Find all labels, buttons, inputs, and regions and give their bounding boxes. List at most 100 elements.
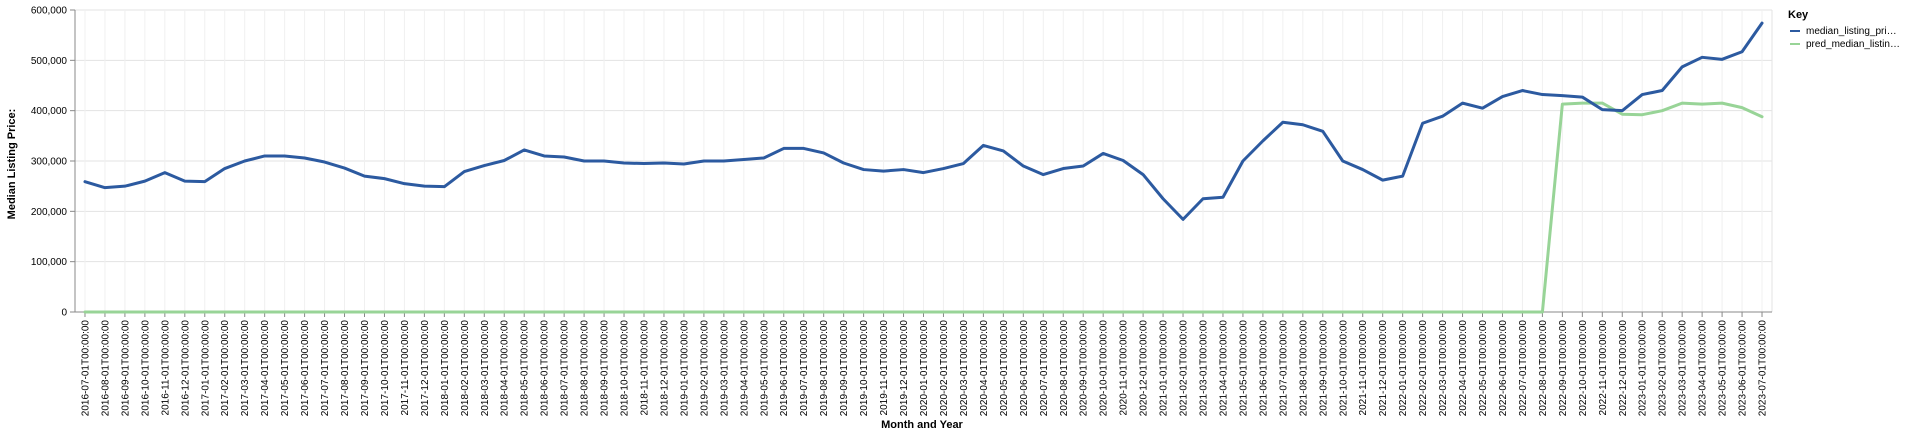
data-point-median-listing-price [1002,150,1005,152]
x-tick-label: 2022-07-01T00:00:00 [1518,320,1529,417]
data-point-median-listing-price [623,162,625,164]
data-point-median-listing-price [383,177,386,180]
data-point-median-listing-price [1361,168,1364,171]
data-point-median-listing-price [1302,123,1304,126]
data-point-median-listing-price [1721,58,1723,61]
x-tick-label: 2020-06-01T00:00:00 [1019,320,1030,417]
x-tick-label: 2019-06-01T00:00:00 [779,320,790,417]
x-tick-label: 2021-05-01T00:00:00 [1238,320,1249,417]
data-point-pred-median-listing-price [1481,311,1484,313]
x-tick-label: 2020-04-01T00:00:00 [979,320,990,417]
data-point-pred-median-listing-price [1042,311,1045,313]
data-point-pred-median-listing-price [1282,311,1284,313]
x-tick-label: 2022-01-01T00:00:00 [1398,320,1409,417]
x-tick-label: 2020-05-01T00:00:00 [999,320,1010,417]
data-point-pred-median-listing-price [1321,311,1324,313]
x-tick-label: 2018-11-01T00:00:00 [639,320,650,416]
y-tick-label: 600,000 [31,6,68,17]
data-point-median-listing-price [1761,22,1763,24]
x-tick-label: 2022-09-01T00:00:00 [1558,320,1569,417]
data-point-median-listing-price [1162,197,1164,200]
y-tick-label: 400,000 [31,106,68,117]
data-point-median-listing-price [403,182,406,185]
data-point-median-listing-price [104,186,106,189]
axes: 0 100,000 200,000 300,000 400,000 500,000 600,… [31,6,1772,417]
data-point-pred-median-listing-price [743,311,745,313]
data-point-median-listing-price [443,185,446,188]
data-point-pred-median-listing-price [124,311,126,313]
data-point-pred-median-listing-price [1761,115,1763,118]
data-point-pred-median-listing-price [243,311,246,313]
x-tick-label: 2017-04-01T00:00:00 [260,320,271,417]
data-point-median-listing-price [762,157,765,159]
data-point-pred-median-listing-price [1601,102,1604,104]
data-point-pred-median-listing-price [423,311,426,313]
series-lines [83,21,1764,314]
x-tick-label: 2020-10-01T00:00:00 [1099,320,1110,417]
x-tick-label: 2019-02-01T00:00:00 [699,320,710,417]
data-point-median-listing-price [503,159,506,162]
data-point-pred-median-listing-price [1102,311,1104,313]
data-point-pred-median-listing-price [1082,311,1085,313]
data-point-median-listing-price [1102,152,1104,155]
data-point-pred-median-listing-price [1541,311,1544,313]
data-point-median-listing-price [643,162,645,165]
data-point-median-listing-price [1042,173,1045,176]
x-tick-label: 2019-11-01T00:00:00 [879,320,890,416]
data-point-pred-median-listing-price [523,311,526,313]
x-tick-label: 2021-03-01T00:00:00 [1199,320,1210,417]
data-point-median-listing-price [1381,179,1384,181]
y-tick-label: 100,000 [31,257,68,268]
data-point-pred-median-listing-price [403,311,406,313]
x-tick-label: 2019-07-01T00:00:00 [799,320,810,417]
x-tick-label: 2022-06-01T00:00:00 [1498,320,1509,417]
data-point-median-listing-price [842,162,845,164]
data-point-pred-median-listing-price [1182,311,1184,313]
x-tick-label: 2023-07-01T00:00:00 [1758,320,1769,417]
x-tick-label: 2023-06-01T00:00:00 [1738,320,1749,417]
data-point-median-listing-price [743,158,745,161]
data-point-pred-median-listing-price [463,311,466,313]
data-point-median-listing-price [922,171,925,174]
x-tick-label: 2023-04-01T00:00:00 [1698,320,1709,417]
data-point-median-listing-price [603,160,605,162]
data-point-pred-median-listing-price [383,311,386,313]
data-point-median-listing-price [1142,173,1144,176]
x-tick-label: 2022-08-01T00:00:00 [1538,320,1549,417]
data-point-pred-median-listing-price [144,311,146,313]
data-point-median-listing-price [1062,167,1065,170]
data-point-pred-median-listing-price [1581,102,1584,104]
data-point-pred-median-listing-price [543,311,545,313]
data-point-median-listing-price [1262,140,1264,142]
data-point-pred-median-listing-price [1341,311,1344,313]
data-point-pred-median-listing-price [922,311,925,313]
data-point-median-listing-price [1401,175,1404,177]
data-point-pred-median-listing-price [1262,311,1264,313]
data-point-pred-median-listing-price [902,311,905,313]
data-point-median-listing-price [144,180,146,182]
data-point-pred-median-listing-price [643,311,645,313]
data-point-median-listing-price [243,160,246,162]
data-point-pred-median-listing-price [942,311,945,313]
x-tick-label: 2018-12-01T00:00:00 [659,320,670,417]
x-tick-label: 2018-08-01T00:00:00 [580,320,591,417]
data-point-pred-median-listing-price [623,311,625,313]
data-point-pred-median-listing-price [583,311,585,313]
data-point-median-listing-price [1681,66,1683,68]
y-tick-label: 0 [61,308,67,319]
data-point-pred-median-listing-price [363,311,366,313]
data-point-pred-median-listing-price [1202,311,1204,313]
data-point-median-listing-price [583,160,585,162]
data-point-pred-median-listing-price [1142,311,1144,313]
data-point-median-listing-price [563,156,565,158]
data-point-median-listing-price [323,161,326,163]
data-point-pred-median-listing-price [343,311,346,313]
x-tick-label: 2017-03-01T00:00:00 [240,320,251,417]
data-point-pred-median-listing-price [563,311,565,313]
x-tick-label: 2018-09-01T00:00:00 [600,320,611,417]
data-point-median-listing-price [942,167,945,170]
data-point-pred-median-listing-price [683,311,685,313]
data-point-median-listing-price [1521,89,1524,92]
data-point-pred-median-listing-price [263,311,266,313]
data-point-pred-median-listing-price [1401,311,1404,313]
